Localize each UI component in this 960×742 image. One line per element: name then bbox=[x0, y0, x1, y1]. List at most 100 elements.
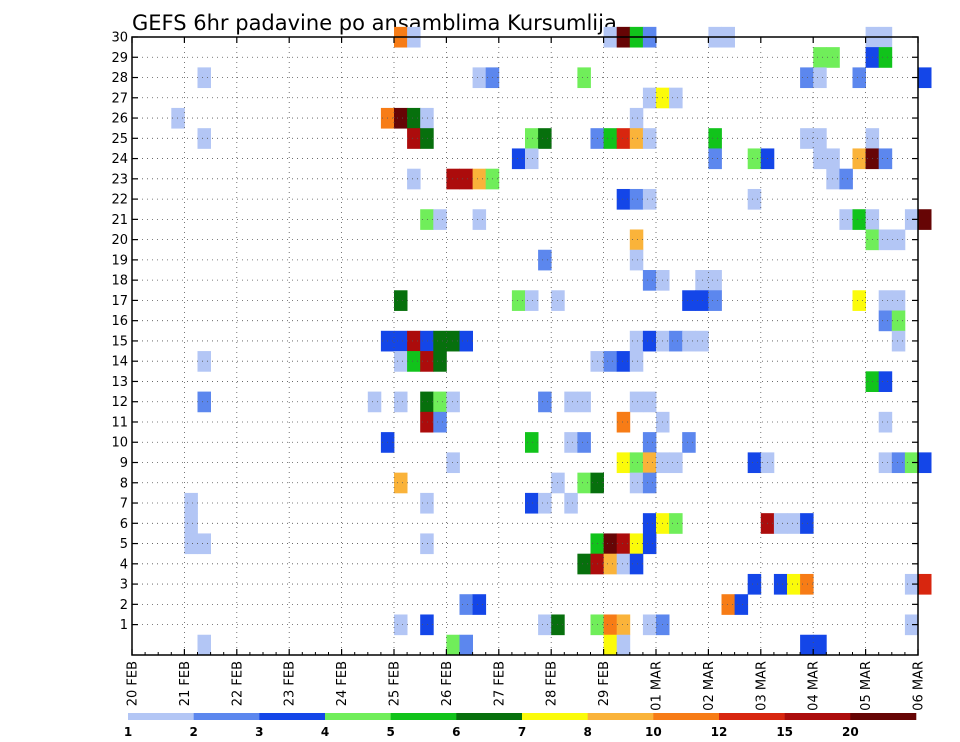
colorbar-swatch bbox=[390, 713, 457, 720]
x-tick-label: 04 MAR bbox=[807, 661, 822, 711]
heatmap-cell bbox=[394, 614, 408, 636]
y-tick-label: 25 bbox=[111, 132, 128, 147]
heatmap-cell bbox=[891, 229, 906, 251]
heatmap-cell bbox=[918, 573, 932, 595]
heatmap-cell bbox=[197, 128, 211, 149]
x-tick-label: 22 FEB bbox=[230, 661, 245, 706]
heatmap-cell bbox=[407, 168, 421, 190]
heatmap-cell bbox=[629, 452, 644, 474]
heatmap-cell bbox=[538, 492, 552, 514]
heatmap-cell bbox=[420, 128, 434, 149]
x-tick-label: 03 MAR bbox=[754, 661, 769, 711]
y-tick-label: 20 bbox=[111, 233, 128, 248]
heatmap-cell bbox=[878, 47, 893, 68]
heatmap-cell bbox=[642, 330, 657, 352]
y-tick-label: 5 bbox=[120, 537, 128, 552]
heatmap-cell bbox=[629, 351, 644, 372]
y-tick-label: 10 bbox=[111, 436, 128, 451]
x-tick-label: 29 FEB bbox=[597, 661, 612, 706]
colorbar-label: 2 bbox=[189, 725, 197, 739]
heatmap-cell bbox=[446, 391, 460, 413]
x-tick-label: 25 FEB bbox=[388, 661, 403, 706]
colorbar-swatch bbox=[522, 713, 588, 720]
heatmap-cell bbox=[852, 209, 866, 230]
heatmap-cell bbox=[891, 310, 906, 332]
heatmap-cell bbox=[826, 47, 840, 68]
x-tick-label: 26 FEB bbox=[440, 661, 455, 706]
colorbar: 1 2 3 4 5 6 7 8 10 12 15 20 bbox=[124, 713, 917, 739]
heatmap-cell bbox=[669, 87, 683, 109]
heatmap-cell bbox=[564, 391, 578, 413]
heatmap-cell bbox=[577, 472, 591, 494]
heatmap-cell bbox=[904, 573, 919, 595]
heatmap-cell bbox=[734, 594, 749, 615]
y-tick-label: 13 bbox=[111, 375, 128, 390]
colorbar-swatch bbox=[325, 713, 391, 720]
heatmap-cell bbox=[839, 209, 853, 230]
heatmap-cell bbox=[800, 634, 814, 656]
heatmap-cell bbox=[472, 209, 487, 230]
heatmap-cell bbox=[904, 614, 919, 636]
colorbar-label: 20 bbox=[842, 725, 859, 739]
y-tick-label: 12 bbox=[111, 395, 128, 410]
heatmap-cell bbox=[420, 107, 434, 129]
colorbar-swatch bbox=[850, 713, 917, 720]
heatmap-cell bbox=[918, 209, 932, 230]
heatmap-cell bbox=[813, 47, 827, 68]
heatmap-cell bbox=[826, 148, 840, 170]
colorbar-label: 10 bbox=[645, 725, 662, 739]
y-tick-label: 27 bbox=[111, 91, 128, 106]
colorbar-swatch bbox=[719, 713, 785, 720]
heatmap-cell bbox=[420, 411, 434, 433]
x-tick-label: 01 MAR bbox=[650, 661, 665, 711]
y-tick-label: 14 bbox=[111, 355, 128, 370]
y-tick-label: 24 bbox=[111, 152, 128, 167]
heatmap-cell bbox=[747, 148, 762, 170]
heatmap-cell bbox=[891, 452, 906, 474]
heatmap-cell bbox=[852, 67, 866, 89]
y-tick-label: 29 bbox=[111, 51, 128, 66]
heatmap-cell bbox=[394, 330, 408, 352]
colorbar-label: 8 bbox=[583, 725, 591, 739]
heatmap-cell bbox=[197, 67, 211, 89]
heatmap-cell bbox=[629, 553, 644, 575]
heatmap-cell bbox=[839, 168, 853, 190]
colorbar-swatch bbox=[653, 713, 720, 720]
heatmap-cell bbox=[603, 351, 618, 372]
heatmap-cell bbox=[616, 411, 631, 433]
heatmap-cell bbox=[616, 634, 631, 656]
y-tick-label: 8 bbox=[120, 476, 128, 491]
heatmap-cell bbox=[420, 533, 434, 555]
heatmap-cell bbox=[603, 614, 618, 636]
heatmap-cell bbox=[878, 452, 893, 474]
heatmap-cell bbox=[918, 67, 932, 89]
heatmap-cell bbox=[682, 330, 696, 352]
y-tick-label: 7 bbox=[120, 497, 128, 512]
y-tick-label: 1 bbox=[120, 618, 128, 633]
heatmap-cell bbox=[394, 290, 408, 311]
heatmap-cell bbox=[642, 188, 657, 210]
heatmap-cell bbox=[629, 107, 644, 129]
heatmap-cell bbox=[878, 371, 893, 392]
colorbar-swatch bbox=[784, 713, 851, 720]
heatmap-cell bbox=[878, 411, 893, 433]
heatmap-cell bbox=[525, 128, 539, 149]
heatmap-cell bbox=[184, 492, 198, 514]
heatmap-cell bbox=[629, 128, 644, 149]
heatmap-cell bbox=[394, 351, 408, 372]
heatmap-cell bbox=[878, 290, 893, 311]
heatmap-cell bbox=[642, 87, 657, 109]
heatmap-cell bbox=[918, 452, 932, 474]
x-tick-label: 06 MAR bbox=[912, 661, 927, 711]
heatmap-cell bbox=[616, 452, 631, 474]
heatmap-cell bbox=[747, 452, 762, 474]
heatmap-cell bbox=[538, 249, 552, 271]
heatmap-cell bbox=[603, 533, 618, 555]
heatmap-cell bbox=[721, 594, 735, 615]
heatmap-cell bbox=[171, 107, 185, 129]
heatmap-cell bbox=[525, 492, 539, 514]
y-tick-label: 17 bbox=[111, 294, 128, 309]
colorbar-label: 12 bbox=[711, 725, 728, 739]
heatmap-cell bbox=[904, 452, 919, 474]
y-tick-label: 26 bbox=[111, 112, 128, 127]
